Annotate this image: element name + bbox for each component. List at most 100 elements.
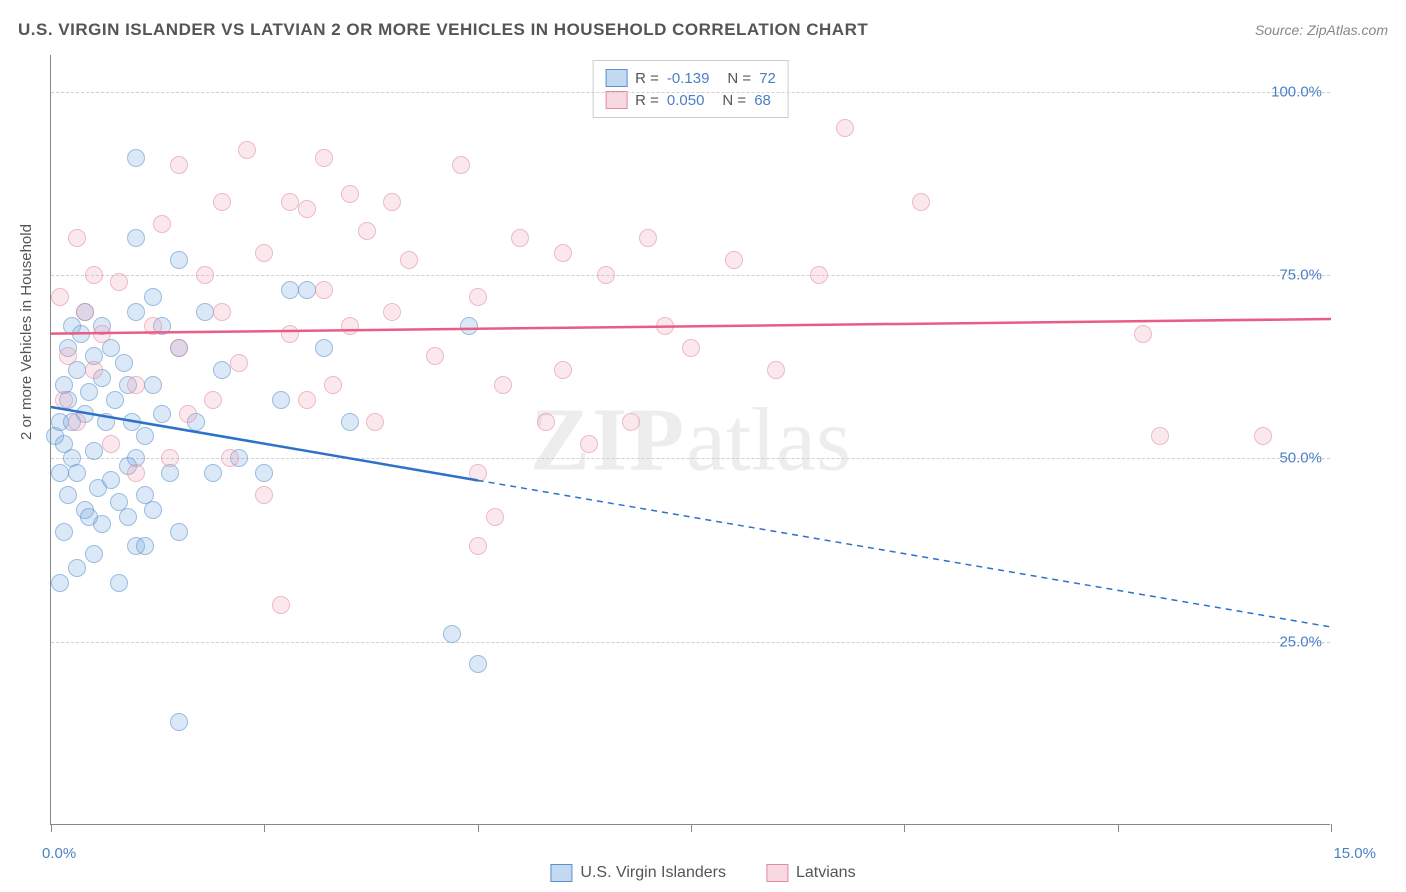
data-point <box>426 347 444 365</box>
data-point <box>68 229 86 247</box>
data-point <box>358 222 376 240</box>
data-point <box>63 317 81 335</box>
data-point <box>554 244 572 262</box>
x-tick <box>264 824 265 832</box>
data-point <box>725 251 743 269</box>
data-point <box>144 288 162 306</box>
data-point <box>204 391 222 409</box>
data-point <box>51 574 69 592</box>
data-point <box>144 317 162 335</box>
data-point <box>341 185 359 203</box>
data-point <box>170 156 188 174</box>
swatch-blue <box>550 864 572 882</box>
data-point <box>622 413 640 431</box>
data-point <box>170 251 188 269</box>
data-point <box>341 317 359 335</box>
gridline-h <box>51 92 1330 93</box>
n-label: N = <box>727 70 751 87</box>
swatch-pink <box>605 91 627 109</box>
data-point <box>55 523 73 541</box>
y-tick-label: 50.0% <box>1279 450 1322 467</box>
data-point <box>85 266 103 284</box>
data-point <box>127 229 145 247</box>
data-point <box>1134 325 1152 343</box>
data-point <box>85 442 103 460</box>
data-point <box>93 325 111 343</box>
data-point <box>76 303 94 321</box>
legend-item-pink: Latvians <box>766 864 856 882</box>
data-point <box>281 193 299 211</box>
x-tick-label-max: 15.0% <box>1333 845 1376 862</box>
data-point <box>537 413 555 431</box>
data-point <box>127 464 145 482</box>
data-point <box>656 317 674 335</box>
legend-row-blue: R = -0.139 N = 72 <box>605 67 776 89</box>
legend-label-pink: Latvians <box>796 864 856 882</box>
data-point <box>68 559 86 577</box>
data-point <box>102 471 120 489</box>
data-point <box>59 486 77 504</box>
data-point <box>85 545 103 563</box>
x-tick <box>691 824 692 832</box>
gridline-h <box>51 642 1330 643</box>
data-point <box>836 119 854 137</box>
y-tick-label: 75.0% <box>1279 267 1322 284</box>
data-point <box>639 229 657 247</box>
data-point <box>315 149 333 167</box>
data-point <box>272 391 290 409</box>
data-point <box>767 361 785 379</box>
data-point <box>221 449 239 467</box>
data-point <box>170 339 188 357</box>
data-point <box>383 193 401 211</box>
data-point <box>298 391 316 409</box>
data-point <box>97 413 115 431</box>
data-point <box>196 303 214 321</box>
watermark-bold: ZIP <box>530 390 686 489</box>
legend-label-blue: U.S. Virgin Islanders <box>580 864 726 882</box>
data-point <box>469 537 487 555</box>
data-point <box>55 391 73 409</box>
x-tick-label-min: 0.0% <box>42 845 76 862</box>
data-point <box>1254 427 1272 445</box>
watermark-light: atlas <box>686 390 851 489</box>
y-axis-label: 2 or more Vehicles in Household <box>18 224 35 440</box>
data-point <box>119 508 137 526</box>
data-point <box>315 281 333 299</box>
source-attribution: Source: ZipAtlas.com <box>1255 22 1388 38</box>
data-point <box>272 596 290 614</box>
data-point <box>238 141 256 159</box>
data-point <box>255 464 273 482</box>
data-point <box>115 354 133 372</box>
swatch-pink <box>766 864 788 882</box>
data-point <box>366 413 384 431</box>
data-point <box>170 523 188 541</box>
data-point <box>1151 427 1169 445</box>
data-point <box>597 266 615 284</box>
x-tick <box>51 824 52 832</box>
gridline-h <box>51 275 1330 276</box>
x-tick <box>1331 824 1332 832</box>
data-point <box>153 215 171 233</box>
data-point <box>443 625 461 643</box>
data-point <box>315 339 333 357</box>
x-tick <box>478 824 479 832</box>
data-point <box>554 361 572 379</box>
y-tick-label: 100.0% <box>1271 83 1322 100</box>
data-point <box>469 464 487 482</box>
regression-lines <box>51 55 1331 825</box>
data-point <box>469 288 487 306</box>
swatch-blue <box>605 69 627 87</box>
plot-area: ZIPatlas R = -0.139 N = 72 R = 0.050 N =… <box>50 55 1330 825</box>
data-point <box>281 325 299 343</box>
data-point <box>127 303 145 321</box>
data-point <box>153 405 171 423</box>
data-point <box>204 464 222 482</box>
data-point <box>213 193 231 211</box>
legend-correlation: R = -0.139 N = 72 R = 0.050 N = 68 <box>592 60 789 118</box>
data-point <box>80 383 98 401</box>
data-point <box>144 376 162 394</box>
data-point <box>68 464 86 482</box>
data-point <box>341 413 359 431</box>
data-point <box>179 405 197 423</box>
data-point <box>469 655 487 673</box>
